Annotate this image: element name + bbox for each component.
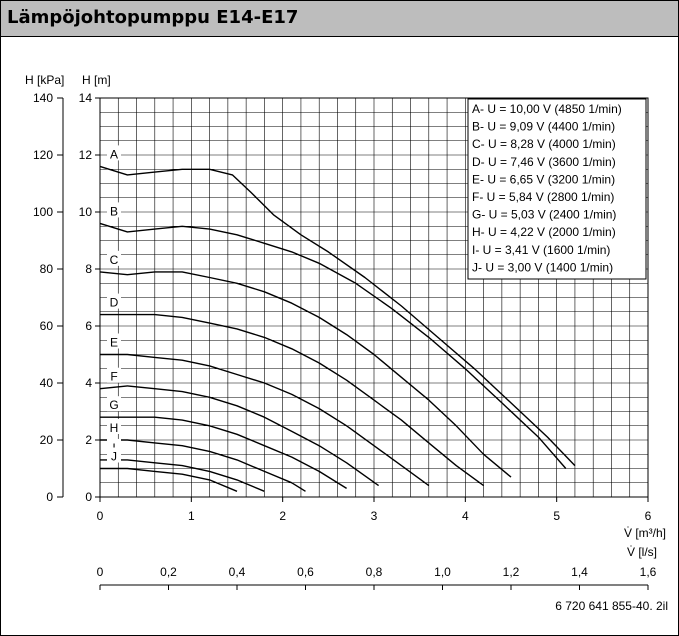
x-axis-ls-tick-label: 1,4 bbox=[571, 565, 588, 579]
curve-h bbox=[100, 439, 306, 492]
x-axis-ls-tick-label: 1,0 bbox=[434, 565, 451, 579]
x-axis-ls-tick-label: 1,2 bbox=[503, 565, 520, 579]
legend-entry: J- U = 3,00 V (1400 1/min) bbox=[472, 260, 613, 274]
curve-i bbox=[100, 459, 265, 492]
x-axis-m3h-tick-label: 6 bbox=[645, 509, 652, 523]
y-axis-m-tick-label: 6 bbox=[85, 319, 92, 333]
curve-label-bg bbox=[107, 396, 121, 412]
legend-entry: C- U = 8,28 V (4000 1/min) bbox=[472, 137, 616, 151]
page-title: Lämpöjohtopumppu E14-E17 bbox=[7, 7, 299, 28]
footnote: 6 720 641 855-40. 2il bbox=[555, 599, 668, 613]
x-axis-m3h-tick-label: 3 bbox=[371, 509, 378, 523]
curve-e bbox=[100, 353, 430, 487]
y-axis-kpa-tick-label: 40 bbox=[40, 376, 54, 390]
curve-label-d: D bbox=[110, 296, 119, 310]
curve-j bbox=[100, 467, 238, 492]
curve-label-j: J bbox=[111, 450, 117, 464]
curve-label-bg bbox=[107, 447, 121, 463]
curves bbox=[99, 165, 576, 492]
legend-entry: H- U = 4,22 V (2000 1/min) bbox=[472, 225, 616, 239]
y-axis-kpa-tick-label: 0 bbox=[46, 490, 53, 504]
curve-label-h: H bbox=[110, 421, 119, 435]
x-axis-ls-tick-label: 0 bbox=[97, 565, 104, 579]
y-axis-m-tick-label: 2 bbox=[85, 433, 92, 447]
curve-label-b: B bbox=[110, 204, 118, 218]
legend-box bbox=[467, 98, 647, 280]
curve-label-c: C bbox=[110, 253, 119, 267]
x-axis-m3h-tick-label: 0 bbox=[97, 509, 104, 523]
y-axis-m-tick-label: 14 bbox=[79, 91, 93, 105]
curve-label-e: E bbox=[110, 336, 118, 350]
y-axis-m-tick-label: 4 bbox=[85, 376, 92, 390]
curve-label-g: G bbox=[109, 398, 118, 412]
y-axis-kpa-tick-label: 80 bbox=[40, 262, 54, 276]
curve-label-bg bbox=[107, 293, 121, 309]
x-axis-ls-tick-label: 1,6 bbox=[640, 565, 657, 579]
x-axis-m3h-tick-label: 4 bbox=[462, 509, 469, 523]
x-axis-ls-tick-label: 0,6 bbox=[297, 565, 314, 579]
curve-d bbox=[100, 313, 485, 487]
legend-entry: G- U = 5,03 V (2400 1/min) bbox=[472, 208, 616, 222]
curve-label-a: A bbox=[110, 147, 118, 161]
x-axis-m3h-tick-label: 5 bbox=[553, 509, 560, 523]
curve-g bbox=[100, 416, 347, 489]
y-axis-kpa-tick-label: 140 bbox=[33, 91, 53, 105]
legend-entry: F- U = 5,84 V (2800 1/min) bbox=[472, 190, 614, 204]
y-axis-kpa-tick-label: 60 bbox=[40, 319, 54, 333]
legend-entry: B- U = 9,09 V (4400 1/min) bbox=[472, 120, 615, 134]
legend-entry: I- U = 3,41 V (1600 1/min) bbox=[472, 243, 610, 257]
curve-label-bg bbox=[107, 419, 121, 434]
x-axis-m3h-tick-label: 1 bbox=[188, 509, 195, 523]
curve-b bbox=[99, 222, 567, 469]
x-axis-ls-label: V̇ [l/s] bbox=[627, 545, 657, 559]
x-axis-m3h-label: V̇ [m³/h] bbox=[624, 526, 666, 540]
y-axis-m-label: H [m] bbox=[82, 73, 111, 87]
curve-label-bg bbox=[107, 145, 121, 161]
y-axis-m-tick-label: 0 bbox=[85, 490, 92, 504]
x-axis-ls-tick-label: 0,4 bbox=[229, 565, 246, 579]
curve-label-bg bbox=[107, 333, 121, 349]
y-axis-m-tick-label: 8 bbox=[85, 262, 92, 276]
curve-label-f: F bbox=[110, 370, 117, 384]
x-axis-ls-tick-label: 0,2 bbox=[160, 565, 177, 579]
curve-label-bg bbox=[107, 367, 121, 383]
x-axis-m3h-tick-label: 2 bbox=[279, 509, 286, 523]
legend-entry: A- U = 10,00 V (4850 1/min) bbox=[472, 102, 622, 116]
curve-f bbox=[99, 385, 380, 487]
title-bar: Lämpöjohtopumppu E14-E17 bbox=[1, 1, 678, 37]
curve-label-bg bbox=[107, 250, 121, 266]
y-axis-kpa-tick-label: 120 bbox=[33, 148, 53, 162]
curve-label-bg bbox=[107, 202, 121, 218]
x-axis-ls-tick-label: 0,8 bbox=[366, 565, 383, 579]
legend-entry: E- U = 6,65 V (3200 1/min) bbox=[472, 172, 615, 186]
y-axis-kpa-tick-label: 100 bbox=[33, 205, 53, 219]
y-axis-kpa-label: H [kPa] bbox=[25, 73, 64, 87]
curve-a bbox=[99, 165, 576, 467]
legend-entry: D- U = 7,46 V (3600 1/min) bbox=[472, 155, 616, 169]
y-axis-kpa-tick-label: 20 bbox=[40, 433, 54, 447]
y-axis-m-tick-label: 12 bbox=[79, 148, 93, 162]
y-axis-m-tick-label: 10 bbox=[79, 205, 93, 219]
curve-c bbox=[99, 271, 512, 478]
